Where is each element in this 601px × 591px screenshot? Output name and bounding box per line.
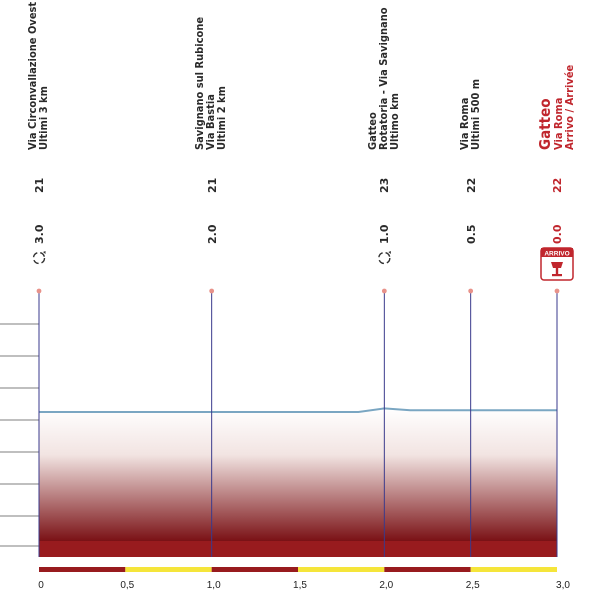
profile-area (39, 408, 557, 541)
finish-badge-header (541, 248, 573, 257)
waypoint-label-line: Gatteo (535, 98, 554, 150)
scale-segment-5 (470, 567, 557, 572)
waypoint-dot-3 (468, 288, 474, 294)
finish-badge-base (552, 274, 562, 277)
waypoint-altitude-2: 23 (378, 177, 392, 193)
waypoint-altitude-4: 22 (551, 177, 564, 193)
waypoint-label-0: Via Circonvallazione Ovest Ultimi 3 km (26, 2, 50, 150)
waypoint-altitude-3: 22 (464, 177, 478, 193)
finish-badge-stem (555, 268, 559, 274)
waypoint-distance-4: 0.0 (551, 224, 564, 245)
x-tick-label: 2,5 (465, 580, 480, 591)
waypoint-label-line: Ultimo km (387, 93, 401, 150)
waypoint-distance-3: 0.5 (464, 224, 478, 245)
profile-base-band (39, 541, 557, 557)
scale-segment-3 (298, 567, 385, 572)
scale-segment-0 (39, 567, 126, 572)
waypoint-label-line: Ultimi 3 km (37, 86, 50, 150)
waypoint-label-line: Arrivo / Arrivée (562, 64, 576, 150)
waypoint-distance-1: 2.0 (205, 224, 219, 245)
finish-flag-icon: ARRIVO (540, 247, 574, 281)
x-tick-label: 0,5 (120, 580, 135, 591)
scale-segment-2 (211, 567, 298, 572)
roundabout-icon (32, 251, 46, 265)
waypoint-label-1: Savignano sul Rubicone Via Bastia Ultimi 2… (193, 17, 229, 150)
scale-segment-1 (125, 567, 212, 572)
waypoint-label-line: Ultimi 2 km (215, 86, 229, 150)
waypoint-dot-2 (381, 288, 387, 294)
waypoint-label-2: Gatteo Rotatoria - Via Savignano Ultimo km (366, 7, 401, 150)
scale-segment-4 (384, 567, 471, 572)
roundabout-icon (378, 251, 391, 265)
waypoint-label-line: Via Roma (551, 97, 565, 150)
x-tick-label: 1,5 (293, 580, 307, 591)
waypoint-dot-0 (36, 288, 42, 294)
roundabout-arrow-icon (43, 251, 46, 254)
x-tick-label: 3,0 (556, 580, 570, 591)
waypoint-dot-1 (209, 288, 215, 294)
x-tick-label: 2,0 (379, 580, 394, 591)
waypoint-label-line: Ultimi 500 m (468, 78, 482, 150)
waypoint-altitude-1: 21 (205, 177, 219, 193)
waypoint-label-3: Via Roma Ultimi 500 m (458, 78, 482, 150)
finish-badge-cup (551, 262, 563, 268)
waypoint-distance-2: 1.0 (378, 224, 392, 245)
waypoint-dot-4 (554, 288, 560, 294)
waypoint-label-4: Gatteo Via Roma Arrivo / Arrivée (535, 64, 576, 150)
finish-badge-text: ARRIVO (544, 251, 569, 258)
x-tick-label: 1,0 (206, 580, 221, 591)
waypoint-altitude-0: 21 (33, 177, 46, 193)
x-tick-label: 0 (38, 580, 44, 591)
roundabout-arrow-icon (388, 251, 391, 254)
waypoint-distance-0: 3.0 (33, 224, 46, 245)
